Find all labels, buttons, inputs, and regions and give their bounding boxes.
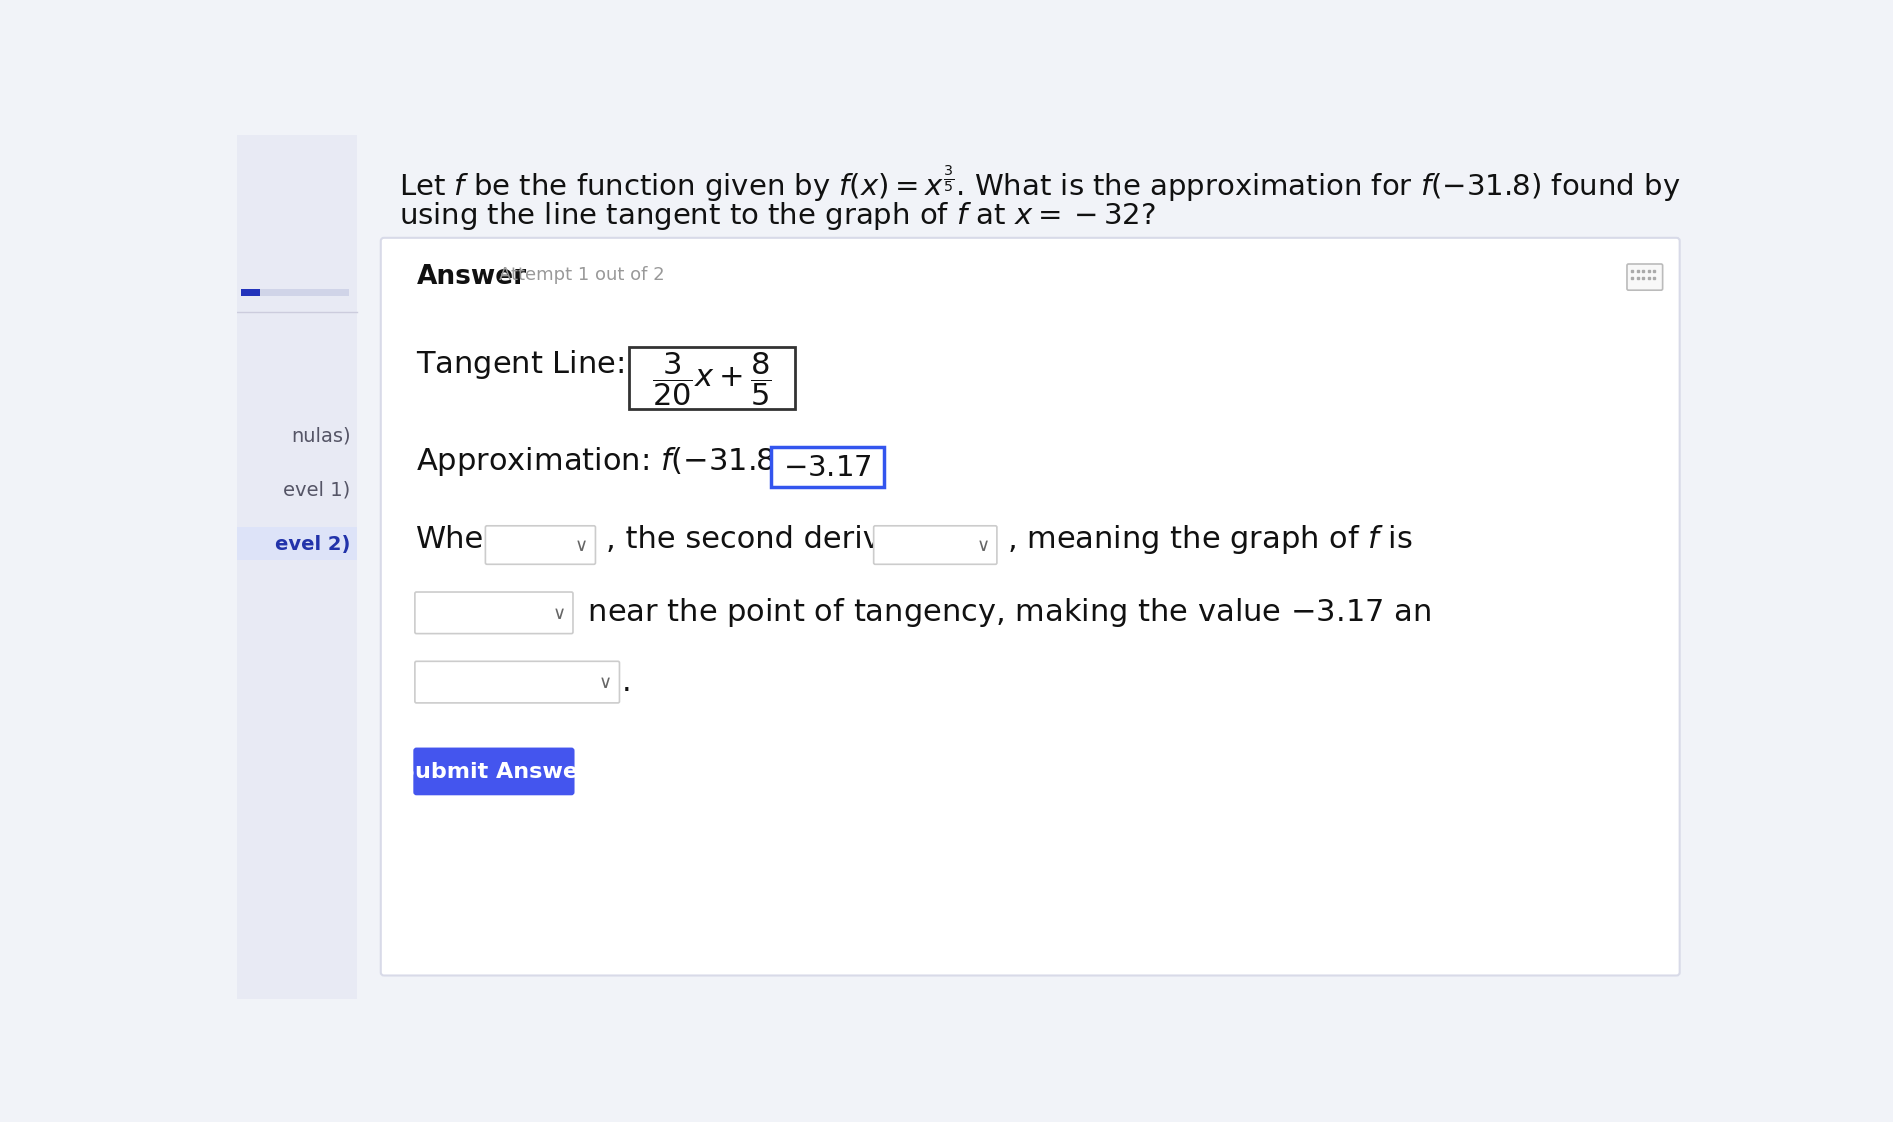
Text: Tangent Line: $y = $: Tangent Line: $y = $ [416, 348, 683, 380]
Text: evel 1): evel 1) [284, 481, 350, 500]
Bar [240, 288, 348, 296]
Text: ∨: ∨ [977, 536, 990, 554]
FancyBboxPatch shape [485, 526, 596, 564]
Text: Submit Answer: Submit Answer [399, 762, 589, 782]
Text: Attempt 1 out of 2: Attempt 1 out of 2 [498, 266, 664, 284]
Bar [237, 135, 356, 999]
FancyBboxPatch shape [875, 526, 998, 564]
Text: Answer: Answer [416, 264, 526, 289]
Text: .: . [621, 669, 632, 698]
Text: Let $f$ be the function given by $f(x) = x^{\frac{3}{5}}$. What is the approxima: Let $f$ be the function given by $f(x) =… [399, 164, 1681, 204]
Bar [240, 288, 259, 296]
Text: When: When [416, 525, 504, 554]
Text: ∨: ∨ [598, 674, 611, 692]
Text: nulas): nulas) [292, 427, 350, 445]
FancyBboxPatch shape [415, 592, 574, 634]
FancyBboxPatch shape [628, 347, 795, 408]
Text: $\dfrac{3}{20}x + \dfrac{8}{5}$: $\dfrac{3}{20}x + \dfrac{8}{5}$ [653, 351, 772, 408]
Text: ∨: ∨ [553, 605, 566, 623]
Text: , meaning the graph of $f$ is: , meaning the graph of $f$ is [1007, 523, 1412, 557]
Text: Approximation: $f(-31.8) \approx$: Approximation: $f(-31.8) \approx$ [416, 444, 818, 478]
Text: near the point of tangency, making the value $-3.17$ an: near the point of tangency, making the v… [577, 596, 1431, 629]
Text: $-3.17$: $-3.17$ [784, 454, 873, 482]
FancyBboxPatch shape [415, 661, 619, 702]
FancyBboxPatch shape [1626, 264, 1662, 291]
Text: using the line tangent to the graph of $f$ at $x = -32$?: using the line tangent to the graph of $… [399, 200, 1157, 232]
FancyBboxPatch shape [413, 747, 574, 795]
Text: evel 2): evel 2) [274, 535, 350, 554]
Text: ∨: ∨ [575, 536, 589, 554]
FancyBboxPatch shape [770, 448, 884, 487]
FancyBboxPatch shape [380, 238, 1679, 975]
Text: , the second derivative: , the second derivative [606, 525, 956, 554]
Bar [237, 527, 356, 560]
